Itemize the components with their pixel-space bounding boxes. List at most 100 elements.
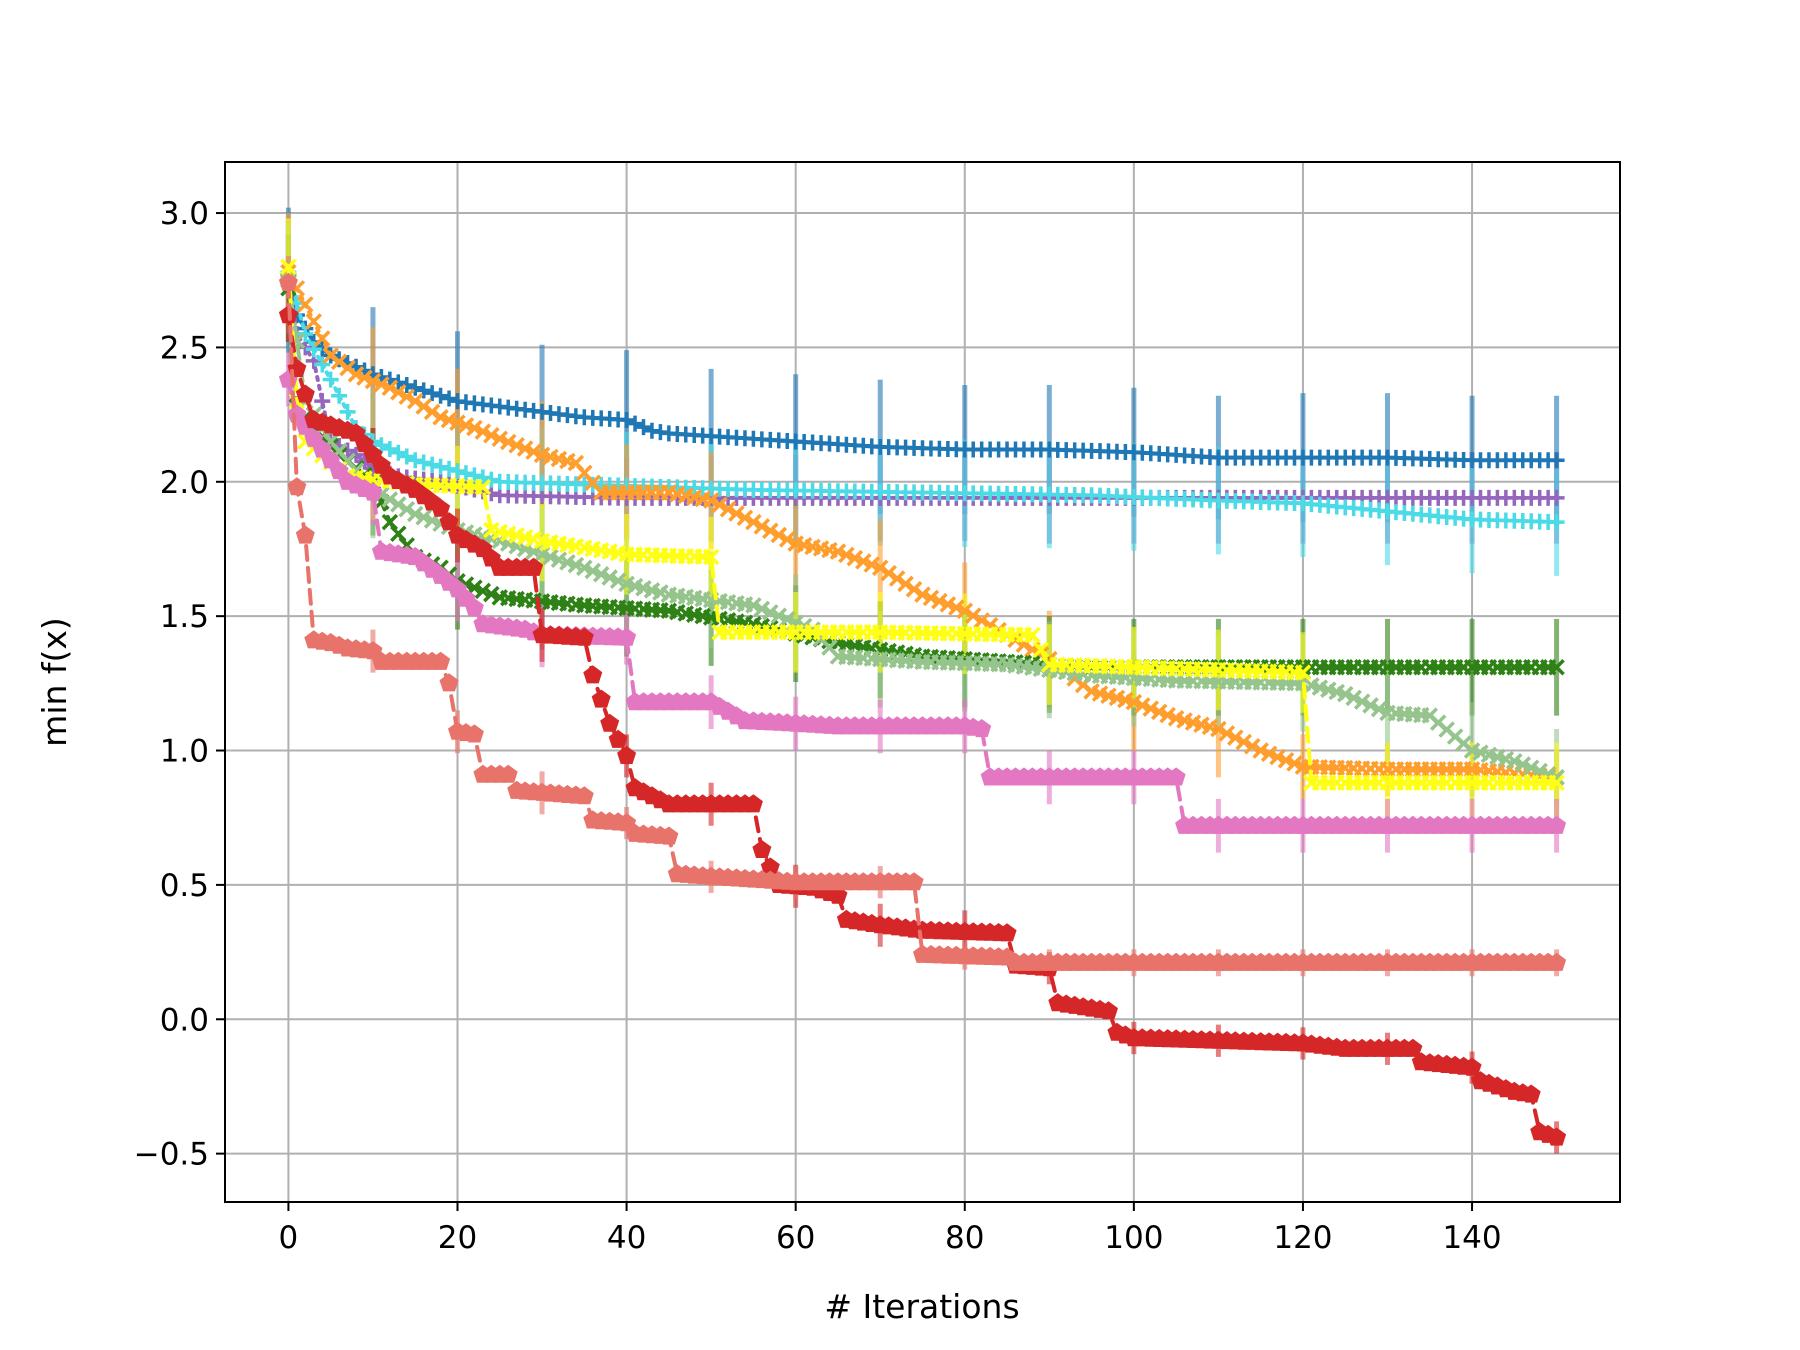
data-point <box>997 923 1017 942</box>
data-point <box>1032 641 1050 658</box>
data-point <box>1210 720 1227 738</box>
y-tick-label: 3.0 <box>160 196 209 232</box>
data-point <box>1370 700 1388 718</box>
data-point <box>339 403 356 420</box>
data-point <box>1521 1084 1541 1103</box>
x-tick-label: 20 <box>438 1220 477 1256</box>
data-point <box>398 377 415 394</box>
x-tick-label: 100 <box>1104 1220 1163 1256</box>
data-point <box>474 423 492 440</box>
data-point <box>363 482 383 501</box>
data-point <box>608 729 628 748</box>
data-point <box>778 610 796 628</box>
data-point <box>483 471 500 488</box>
data-point <box>1548 774 1565 792</box>
series-4 <box>280 263 1565 786</box>
data-point <box>591 689 611 708</box>
data-point <box>897 575 914 593</box>
series-10 <box>278 272 1567 971</box>
data-point <box>474 478 492 496</box>
y-axis-ticks: −0.5 0.0 0.5 1.0 1.5 2.0 2.5 3.0 <box>134 196 225 1173</box>
data-point <box>583 665 603 684</box>
data-point <box>524 557 544 576</box>
y-tick-label: 2.5 <box>160 330 209 366</box>
data-point <box>415 398 432 415</box>
data-point <box>356 369 373 386</box>
data-point <box>297 296 314 313</box>
data-point <box>574 786 594 805</box>
data-point <box>574 627 594 646</box>
data-point <box>439 512 459 531</box>
data-point <box>441 390 458 407</box>
data-point <box>398 448 415 465</box>
data-point <box>762 522 779 539</box>
data-point <box>1548 658 1565 676</box>
series-8 <box>278 369 1567 834</box>
data-point <box>1243 737 1261 755</box>
data-point <box>702 548 720 566</box>
y-tick-label: 1.0 <box>160 734 209 770</box>
data-point <box>390 444 407 461</box>
y-tick-label: −0.5 <box>134 1137 209 1173</box>
data-point <box>753 600 771 618</box>
data-point <box>745 597 762 614</box>
data-point <box>415 454 432 471</box>
x-tick-label: 80 <box>945 1220 984 1256</box>
data-point <box>745 513 762 531</box>
data-point <box>398 500 416 518</box>
data-point <box>711 496 728 514</box>
data-point <box>305 313 323 330</box>
plot-frame <box>224 161 1621 1203</box>
data-point <box>424 385 441 402</box>
data-point <box>287 477 307 496</box>
y-tick-label: 2.0 <box>160 465 209 501</box>
data-point <box>381 441 398 458</box>
data-point <box>1218 725 1236 742</box>
data-point <box>1462 1057 1482 1076</box>
y-axis-label: min f(x) <box>35 617 74 747</box>
data-point <box>880 564 897 582</box>
x-tick-label: 40 <box>607 1220 646 1256</box>
data-point <box>407 379 424 396</box>
y-tick-label: 0.0 <box>160 1002 209 1038</box>
data-point <box>314 356 331 373</box>
data-point <box>1024 626 1041 644</box>
data-point <box>398 388 416 405</box>
data-point <box>888 570 906 587</box>
y-tick-label: 1.5 <box>160 599 209 635</box>
data-point <box>295 384 315 403</box>
data-point <box>600 713 620 732</box>
data-point <box>743 794 763 813</box>
data-point <box>348 446 365 463</box>
data-point <box>364 372 382 390</box>
data-point <box>322 371 339 388</box>
data-point <box>618 411 635 428</box>
x-tick-label: 60 <box>776 1220 815 1256</box>
data-point <box>1166 767 1186 786</box>
data-point <box>314 393 331 410</box>
x-axis-ticks: 0 20 40 60 80 100 120 140 <box>279 1202 1502 1256</box>
data-point <box>305 341 322 358</box>
data-point <box>1294 664 1312 681</box>
x-tick-label: 140 <box>1442 1220 1501 1256</box>
data-point <box>431 651 451 670</box>
data-point <box>406 392 424 410</box>
data-point <box>1548 452 1565 469</box>
data-point <box>466 467 483 484</box>
data-point <box>431 498 451 517</box>
data-point <box>1548 489 1565 506</box>
data-point <box>390 496 407 513</box>
data-point <box>415 382 432 399</box>
data-point <box>904 872 924 891</box>
data-point <box>1547 952 1567 971</box>
data-point <box>381 379 399 396</box>
data-point <box>483 426 500 444</box>
x-tick-label: 120 <box>1273 1220 1332 1256</box>
data-point <box>702 492 720 509</box>
data-point <box>474 469 491 486</box>
data-point <box>1547 1127 1567 1146</box>
data-point <box>1336 685 1354 703</box>
data-point <box>719 500 737 518</box>
